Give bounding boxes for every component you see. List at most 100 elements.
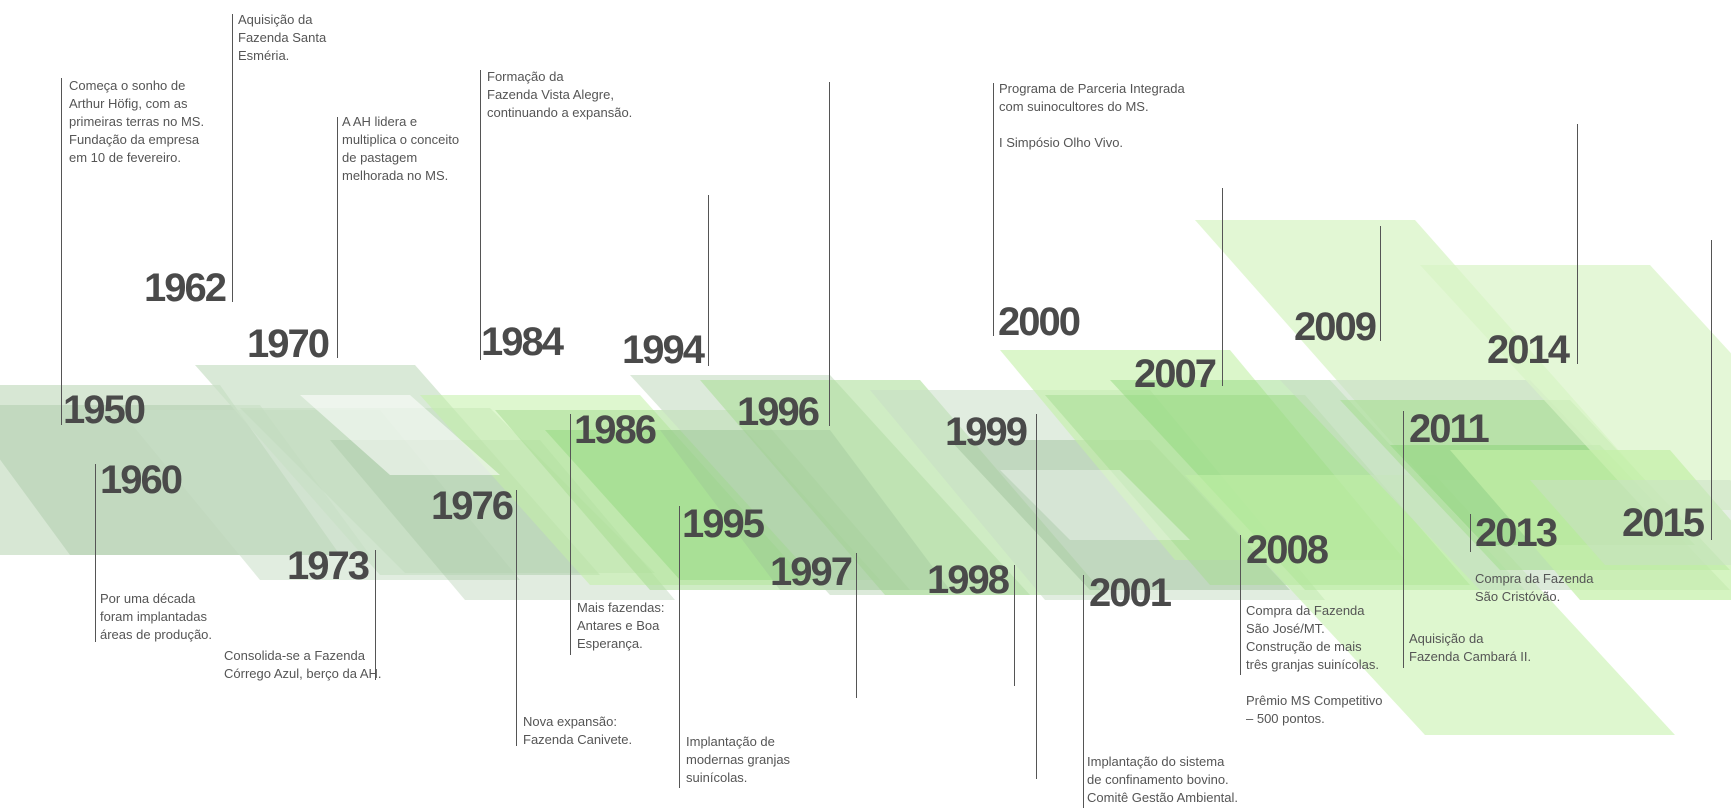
event-description-line (999, 116, 1185, 134)
event-description-line: modernas granjas (686, 752, 791, 767)
event-description-line: Esperança. (577, 636, 643, 651)
event-description-line: Consolida-se a Fazenda (224, 648, 365, 663)
event-connector-line (570, 414, 571, 655)
event-year: 1998 (927, 558, 1010, 602)
event-description-line: primeiras terras no MS. (69, 114, 205, 129)
band-highlight-2 (1000, 470, 1190, 540)
event-year: 2001 (1089, 571, 1172, 615)
event-connector-line (1014, 565, 1015, 686)
event-description: A AH lidera e multiplica o conceito de pas… (342, 113, 459, 185)
event-description: Por uma década foram implantadas áreas de … (100, 590, 212, 644)
event-description-line: Fazenda Vista Alegre, (487, 87, 614, 102)
event-connector-line (480, 70, 481, 360)
event-description-line (1246, 674, 1383, 692)
event-description-line: Formação da (487, 69, 564, 84)
event-description-line: Prêmio MS Competitivo (1246, 693, 1383, 708)
event-description-line: suinícolas. (686, 770, 748, 785)
event-connector-line (1380, 226, 1381, 341)
event-year: 1995 (682, 502, 765, 546)
event-description-line: Começa o sonho de (69, 78, 186, 93)
event-year: 1962 (144, 266, 227, 310)
event-description-line: Implantação do sistema (1087, 754, 1225, 769)
event-connector-line (337, 117, 338, 358)
event-description-line: melhorada no MS. (342, 168, 449, 183)
event-description-line: Córrego Azul, berço da AH. (224, 666, 382, 681)
event-description-line: Construção de mais (1246, 639, 1362, 654)
event-description-line: Compra da Fazenda (1475, 571, 1594, 586)
event-year: 2000 (998, 300, 1081, 344)
event-connector-line (1403, 411, 1404, 668)
event-year: 2014 (1487, 328, 1570, 372)
event-year: 2015 (1622, 501, 1705, 545)
band-shape-25 (1530, 480, 1731, 565)
event-connector-line (856, 553, 857, 698)
event-description-line: áreas de produção. (100, 627, 213, 642)
event-connector-line (1470, 514, 1471, 552)
event-description-line: foram implantadas (100, 609, 207, 624)
event-connector-line (232, 14, 233, 302)
event-description-line: Fazenda Canivete. (523, 732, 633, 747)
event-description-line: Fazenda Cambará II. (1409, 649, 1532, 664)
event-description: Consolida-se a Fazenda Córrego Azul, berç… (224, 647, 382, 683)
event-connector-line (1036, 414, 1037, 779)
event-description: Aquisição da Fazenda Cambará II. (1409, 630, 1531, 666)
event-connector-line (679, 506, 680, 788)
event-connector-line (1222, 188, 1223, 386)
band-shape-19 (1185, 475, 1675, 735)
event-year: 1994 (622, 328, 705, 372)
event-description-line: de confinamento bovino. (1087, 772, 1229, 787)
event-connector-line (61, 78, 62, 425)
band-highlight-1 (300, 395, 500, 475)
event-description-line: com suinocultores do MS. (999, 99, 1149, 114)
event-description-line: Implantação de (686, 734, 775, 749)
event-year: 2013 (1475, 511, 1558, 555)
event-description-line: continuando a expansão. (487, 105, 633, 120)
event-connector-line (1083, 575, 1084, 808)
event-connector-line (516, 490, 517, 746)
event-description: Nova expansão: Fazenda Canivete. (523, 713, 632, 749)
event-year: 1997 (770, 550, 853, 594)
event-description-line: multiplica o conceito (342, 132, 460, 147)
event-description-line: três granjas suinícolas. (1246, 657, 1379, 672)
event-connector-line (1240, 535, 1241, 675)
event-year: 1996 (737, 390, 820, 434)
event-description: Implantação de modernas granjas suinícolas… (686, 733, 790, 787)
event-description-line: Aquisição da (1409, 631, 1484, 646)
event-description: Começa o sonho de Arthur Höfig, com as pri… (69, 77, 204, 167)
event-year: 1984 (481, 320, 564, 364)
event-year: 1970 (247, 322, 330, 366)
event-year: 1976 (431, 484, 514, 528)
event-description-line: em 10 de fevereiro. (69, 150, 182, 165)
event-description-line: Compra da Fazenda (1246, 603, 1365, 618)
event-connector-line (829, 82, 830, 426)
event-connector-line (1711, 240, 1712, 540)
event-description-line: – 500 pontos. (1246, 711, 1325, 726)
event-description-line: Fazenda Santa (238, 30, 327, 45)
event-description-line: Mais fazendas: (577, 600, 665, 615)
event-connector-line (95, 464, 96, 642)
event-year: 2007 (1134, 352, 1217, 396)
event-year: 2008 (1246, 528, 1329, 572)
event-year: 1950 (63, 388, 146, 432)
event-description-line: Programa de Parceria Integrada (999, 81, 1185, 96)
event-description-line: Esméria. (238, 48, 290, 63)
event-year: 1960 (100, 458, 183, 502)
event-description-line: Fundação da empresa (69, 132, 200, 147)
event-description-line: Arthur Höfig, com as (69, 96, 188, 111)
event-description: Compra da Fazenda São José/MT. Construção … (1246, 602, 1383, 728)
event-description: Mais fazendas: Antares e Boa Esperança. (577, 599, 664, 653)
event-description-line: A AH lidera e (342, 114, 418, 129)
event-description: Formação da Fazenda Vista Alegre, continua… (487, 68, 632, 122)
event-connector-line (993, 83, 994, 336)
band-shape-23 (1420, 265, 1731, 510)
event-year: 1986 (574, 408, 657, 452)
event-description-line: Aquisição da (238, 12, 313, 27)
event-description-line: Nova expansão: (523, 714, 617, 729)
event-year: 1999 (945, 410, 1028, 454)
event-description: Programa de Parceria Integrada com suinoc… (999, 80, 1185, 152)
event-year: 2011 (1409, 407, 1490, 451)
event-description-line: Comitê Gestão Ambiental. (1087, 790, 1239, 805)
band-shape-12 (660, 430, 950, 590)
